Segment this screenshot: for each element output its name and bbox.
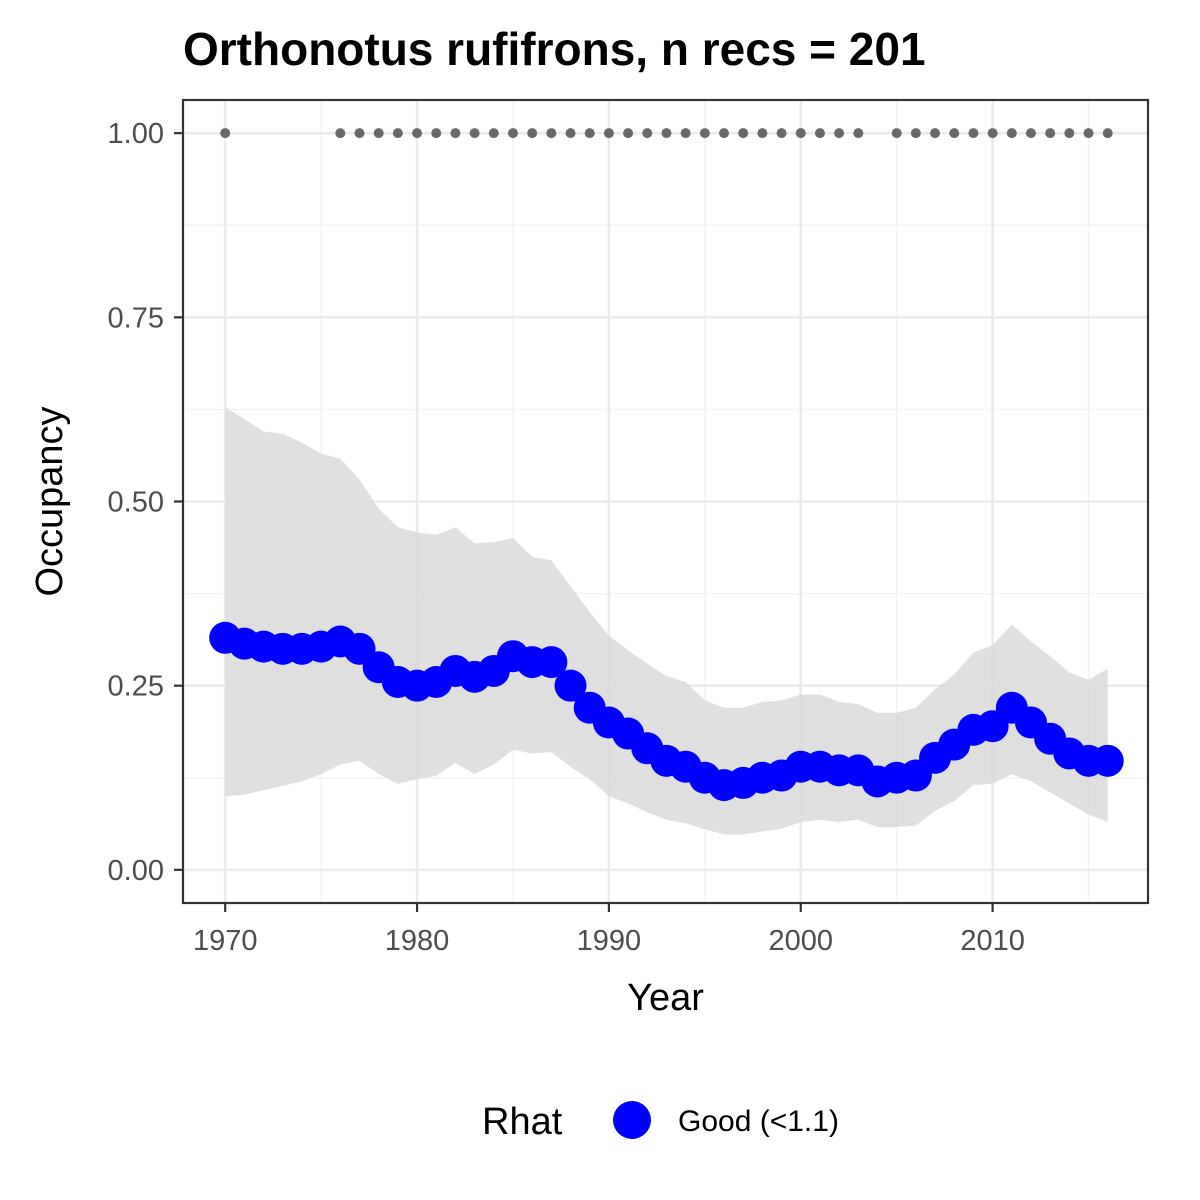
record-point — [488, 128, 499, 139]
record-point — [392, 128, 403, 139]
record-point — [795, 128, 806, 139]
x-tick-label: 2010 — [960, 925, 1025, 957]
record-point — [930, 128, 941, 139]
record-point — [814, 128, 825, 139]
legend-label-good: Good (<1.1) — [678, 1105, 839, 1138]
record-point — [680, 128, 691, 139]
occupancy-point — [535, 646, 568, 679]
record-point — [1083, 128, 1094, 139]
record-point — [565, 128, 576, 139]
record-point — [412, 128, 423, 139]
legend-key-good — [613, 1101, 651, 1139]
record-point — [373, 128, 384, 139]
record-point — [757, 128, 768, 139]
occupancy-point — [554, 669, 587, 702]
record-point — [623, 128, 634, 139]
x-tick-label: 1980 — [385, 925, 450, 957]
y-tick-label: 0.00 — [108, 855, 164, 887]
record-point — [853, 128, 864, 139]
record-point — [834, 128, 845, 139]
chart-title: Orthonotus rufifrons, n recs = 201 — [183, 23, 926, 75]
record-point — [719, 128, 730, 139]
record-point — [220, 128, 231, 139]
y-tick-label: 0.50 — [108, 487, 164, 519]
x-tick-label: 1970 — [193, 925, 258, 957]
record-point — [469, 128, 480, 139]
occupancy-point — [1091, 744, 1124, 777]
record-point — [776, 128, 787, 139]
record-point — [431, 128, 442, 139]
y-axis: 0.00 0.25 0.50 0.75 1.00 — [108, 118, 183, 887]
record-points — [220, 128, 1113, 139]
record-point — [987, 128, 998, 139]
record-point — [335, 128, 346, 139]
confidence-ribbon — [225, 407, 1108, 835]
record-point — [949, 128, 960, 139]
x-axis: 1970 1980 1990 2000 2010 — [193, 903, 1025, 957]
record-point — [1045, 128, 1056, 139]
y-tick-label: 1.00 — [108, 118, 164, 150]
legend-title: Rhat — [482, 1101, 563, 1143]
record-point — [1064, 128, 1075, 139]
x-tick-label: 1990 — [577, 925, 642, 957]
record-point — [891, 128, 902, 139]
record-point — [1102, 128, 1113, 139]
record-point — [1025, 128, 1036, 139]
record-point — [450, 128, 461, 139]
occupancy-series — [209, 621, 1124, 802]
record-point — [738, 128, 749, 139]
record-point — [507, 128, 518, 139]
record-point — [642, 128, 653, 139]
x-axis-title: Year — [627, 977, 704, 1019]
record-point — [354, 128, 365, 139]
record-point — [603, 128, 614, 139]
x-tick-label: 2000 — [768, 925, 833, 957]
record-point — [661, 128, 672, 139]
record-point — [699, 128, 710, 139]
y-tick-label: 0.25 — [108, 671, 164, 703]
record-point — [584, 128, 595, 139]
record-point — [546, 128, 557, 139]
y-axis-title: Occupancy — [29, 406, 71, 596]
y-tick-label: 0.75 — [108, 302, 164, 334]
record-point — [1006, 128, 1017, 139]
record-point — [968, 128, 979, 139]
legend: Rhat Good (<1.1) — [482, 1101, 839, 1143]
record-point — [527, 128, 538, 139]
record-point — [910, 128, 921, 139]
